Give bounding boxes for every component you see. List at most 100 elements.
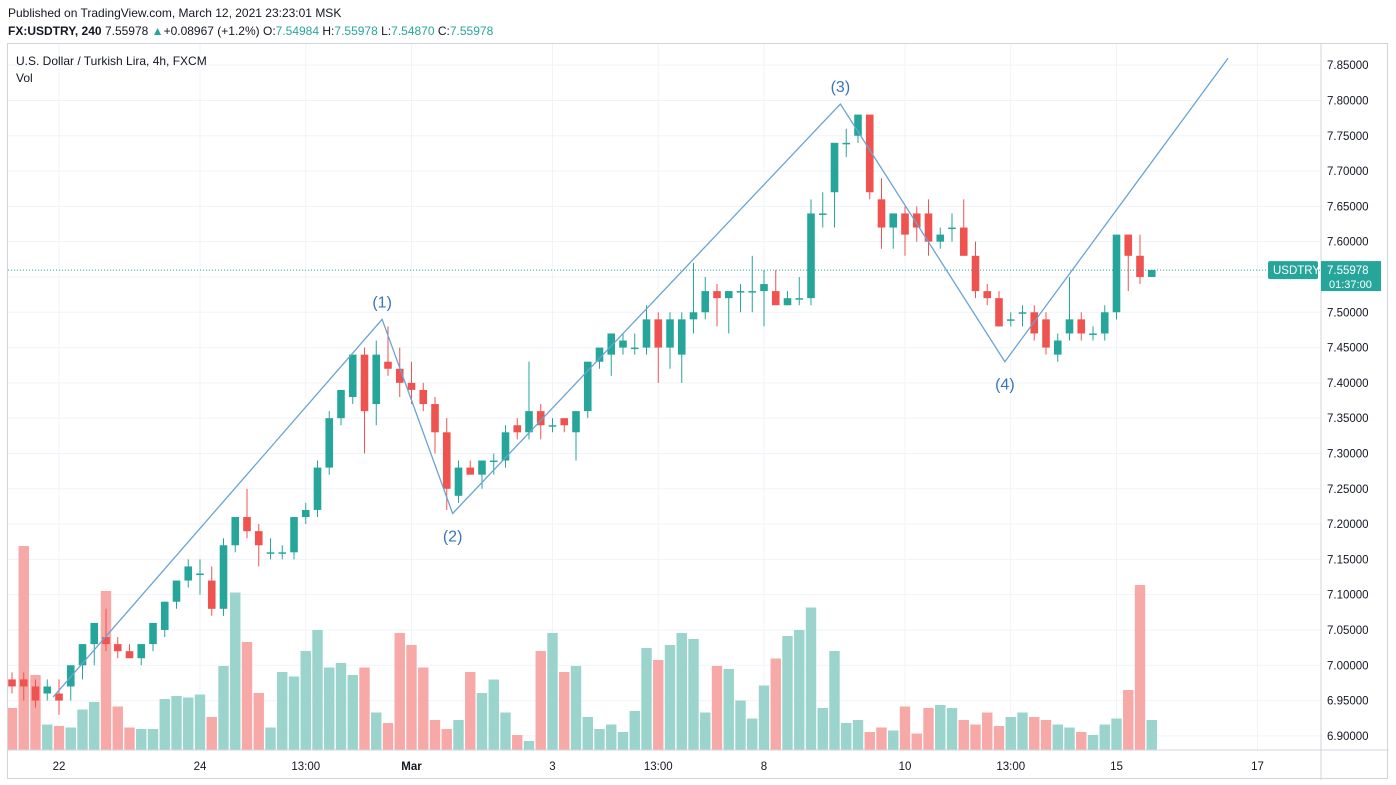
volume-bar bbox=[429, 720, 441, 750]
open-label: O: bbox=[262, 24, 276, 38]
price-tick-label: 7.85000 bbox=[1327, 60, 1369, 72]
price-tag-value-box bbox=[1321, 261, 1381, 292]
candle-body bbox=[466, 467, 475, 475]
candle-body bbox=[525, 411, 533, 433]
candle-body bbox=[313, 467, 322, 510]
candle-body bbox=[501, 432, 510, 461]
time-tick-label: 10 bbox=[899, 761, 912, 773]
price-tick-label: 6.95000 bbox=[1327, 696, 1369, 708]
volume-bar bbox=[1099, 724, 1110, 750]
candle-body bbox=[489, 460, 498, 463]
volume-bar bbox=[406, 645, 417, 750]
candle-body bbox=[677, 319, 686, 355]
volume-bar bbox=[335, 663, 347, 750]
volume-bar bbox=[570, 666, 582, 750]
candle-body bbox=[713, 291, 721, 299]
volume-bar bbox=[547, 633, 558, 750]
candle-body bbox=[959, 227, 968, 256]
time-tick-label: 13:00 bbox=[644, 761, 673, 773]
candle-body bbox=[266, 552, 275, 554]
candle-body bbox=[149, 622, 157, 645]
candle-body bbox=[243, 517, 251, 532]
time-axis[interactable]: 22 24 13:00 Mar 3 13:00 8 10 13:00 15 17 bbox=[53, 761, 1264, 773]
volume-bar bbox=[559, 672, 570, 750]
volume-bar bbox=[911, 733, 922, 750]
candle-body bbox=[301, 509, 310, 518]
candle-body bbox=[818, 213, 827, 215]
volume-bar bbox=[230, 592, 241, 750]
volume-bar bbox=[277, 672, 288, 750]
volume-bar bbox=[747, 718, 758, 750]
price-tick-label: 7.10000 bbox=[1327, 590, 1369, 602]
volume-bar bbox=[876, 727, 887, 750]
price-chart[interactable]: (1) (2) (3) (4) 7.85000 7.80000 7.75000 7.7000… bbox=[8, 44, 1389, 780]
volume-bar bbox=[993, 726, 1005, 750]
volume-bar bbox=[8, 708, 18, 750]
volume-bar bbox=[805, 607, 817, 750]
candle-body bbox=[901, 213, 909, 235]
time-tick-label: 3 bbox=[549, 761, 555, 773]
price-tick-label: 7.60000 bbox=[1327, 237, 1369, 249]
volume-bar bbox=[265, 727, 276, 750]
price-tick-label: 7.50000 bbox=[1327, 307, 1369, 319]
volume-bar bbox=[723, 669, 734, 750]
candle-body bbox=[325, 418, 334, 468]
candle-body bbox=[231, 517, 240, 546]
candle-body bbox=[31, 686, 40, 701]
candle-body bbox=[19, 679, 28, 687]
low-value: 7.54870 bbox=[391, 24, 435, 38]
candle-body bbox=[560, 418, 569, 426]
volume-bar bbox=[206, 717, 217, 750]
volume-bar bbox=[711, 666, 723, 750]
volume-bar bbox=[582, 717, 593, 750]
volume-bar bbox=[18, 546, 29, 750]
candle-body bbox=[113, 644, 122, 652]
candle-body bbox=[642, 319, 651, 348]
volume-bar bbox=[653, 660, 664, 750]
published-line: Published on TradingView.com, March 12, … bbox=[8, 6, 342, 20]
high-value: 7.55978 bbox=[334, 24, 378, 38]
volume-bar bbox=[1087, 735, 1099, 750]
candle-body bbox=[372, 354, 381, 405]
low-label: L: bbox=[381, 24, 392, 38]
volume-bar bbox=[112, 706, 123, 750]
candle-body bbox=[337, 389, 345, 419]
price-tick-label: 7.65000 bbox=[1327, 201, 1369, 213]
volume-bar bbox=[500, 712, 511, 750]
candle-body bbox=[830, 142, 839, 193]
candle-body bbox=[536, 411, 545, 426]
candle-body bbox=[583, 361, 592, 412]
candle-body bbox=[1030, 312, 1039, 334]
volume-bar bbox=[359, 667, 370, 750]
volume-bar bbox=[241, 642, 253, 750]
volume-bar bbox=[617, 732, 629, 750]
volume-bar bbox=[864, 732, 875, 750]
volume-bar bbox=[1040, 720, 1052, 750]
volume-bar bbox=[1123, 690, 1134, 750]
candle-body bbox=[748, 291, 757, 293]
price-tick-label: 7.25000 bbox=[1327, 484, 1369, 496]
volume-bar bbox=[1134, 585, 1146, 750]
volume-bar bbox=[523, 741, 535, 750]
volume-bar bbox=[641, 648, 652, 750]
chart-frame[interactable]: (1) (2) (3) (4) 7.85000 7.80000 7.75000 7.7000… bbox=[7, 43, 1389, 780]
price-axis[interactable]: 7.85000 7.80000 7.75000 7.70000 7.65000 7.600… bbox=[1327, 60, 1369, 743]
candle-body bbox=[854, 114, 862, 136]
volume-bar bbox=[629, 711, 640, 750]
candle-body bbox=[1136, 255, 1144, 277]
candle-body bbox=[348, 354, 357, 397]
candle-body bbox=[478, 460, 486, 475]
volume-bar bbox=[77, 709, 88, 750]
candle-body bbox=[184, 566, 193, 581]
candle-body bbox=[207, 580, 216, 609]
symbol-label: FX:USDTRY, 240 bbox=[8, 24, 102, 38]
volume-bar bbox=[171, 696, 182, 750]
volume-bar bbox=[394, 633, 405, 750]
time-tick-label: 15 bbox=[1110, 761, 1123, 773]
time-tick-label: 22 bbox=[53, 761, 66, 773]
volume-bar bbox=[700, 712, 711, 750]
volume-bar bbox=[958, 720, 969, 750]
price-tag-countdown: 01:37:00 bbox=[1329, 279, 1372, 291]
wave-label: (3) bbox=[831, 79, 851, 96]
volume-bar bbox=[324, 667, 335, 750]
